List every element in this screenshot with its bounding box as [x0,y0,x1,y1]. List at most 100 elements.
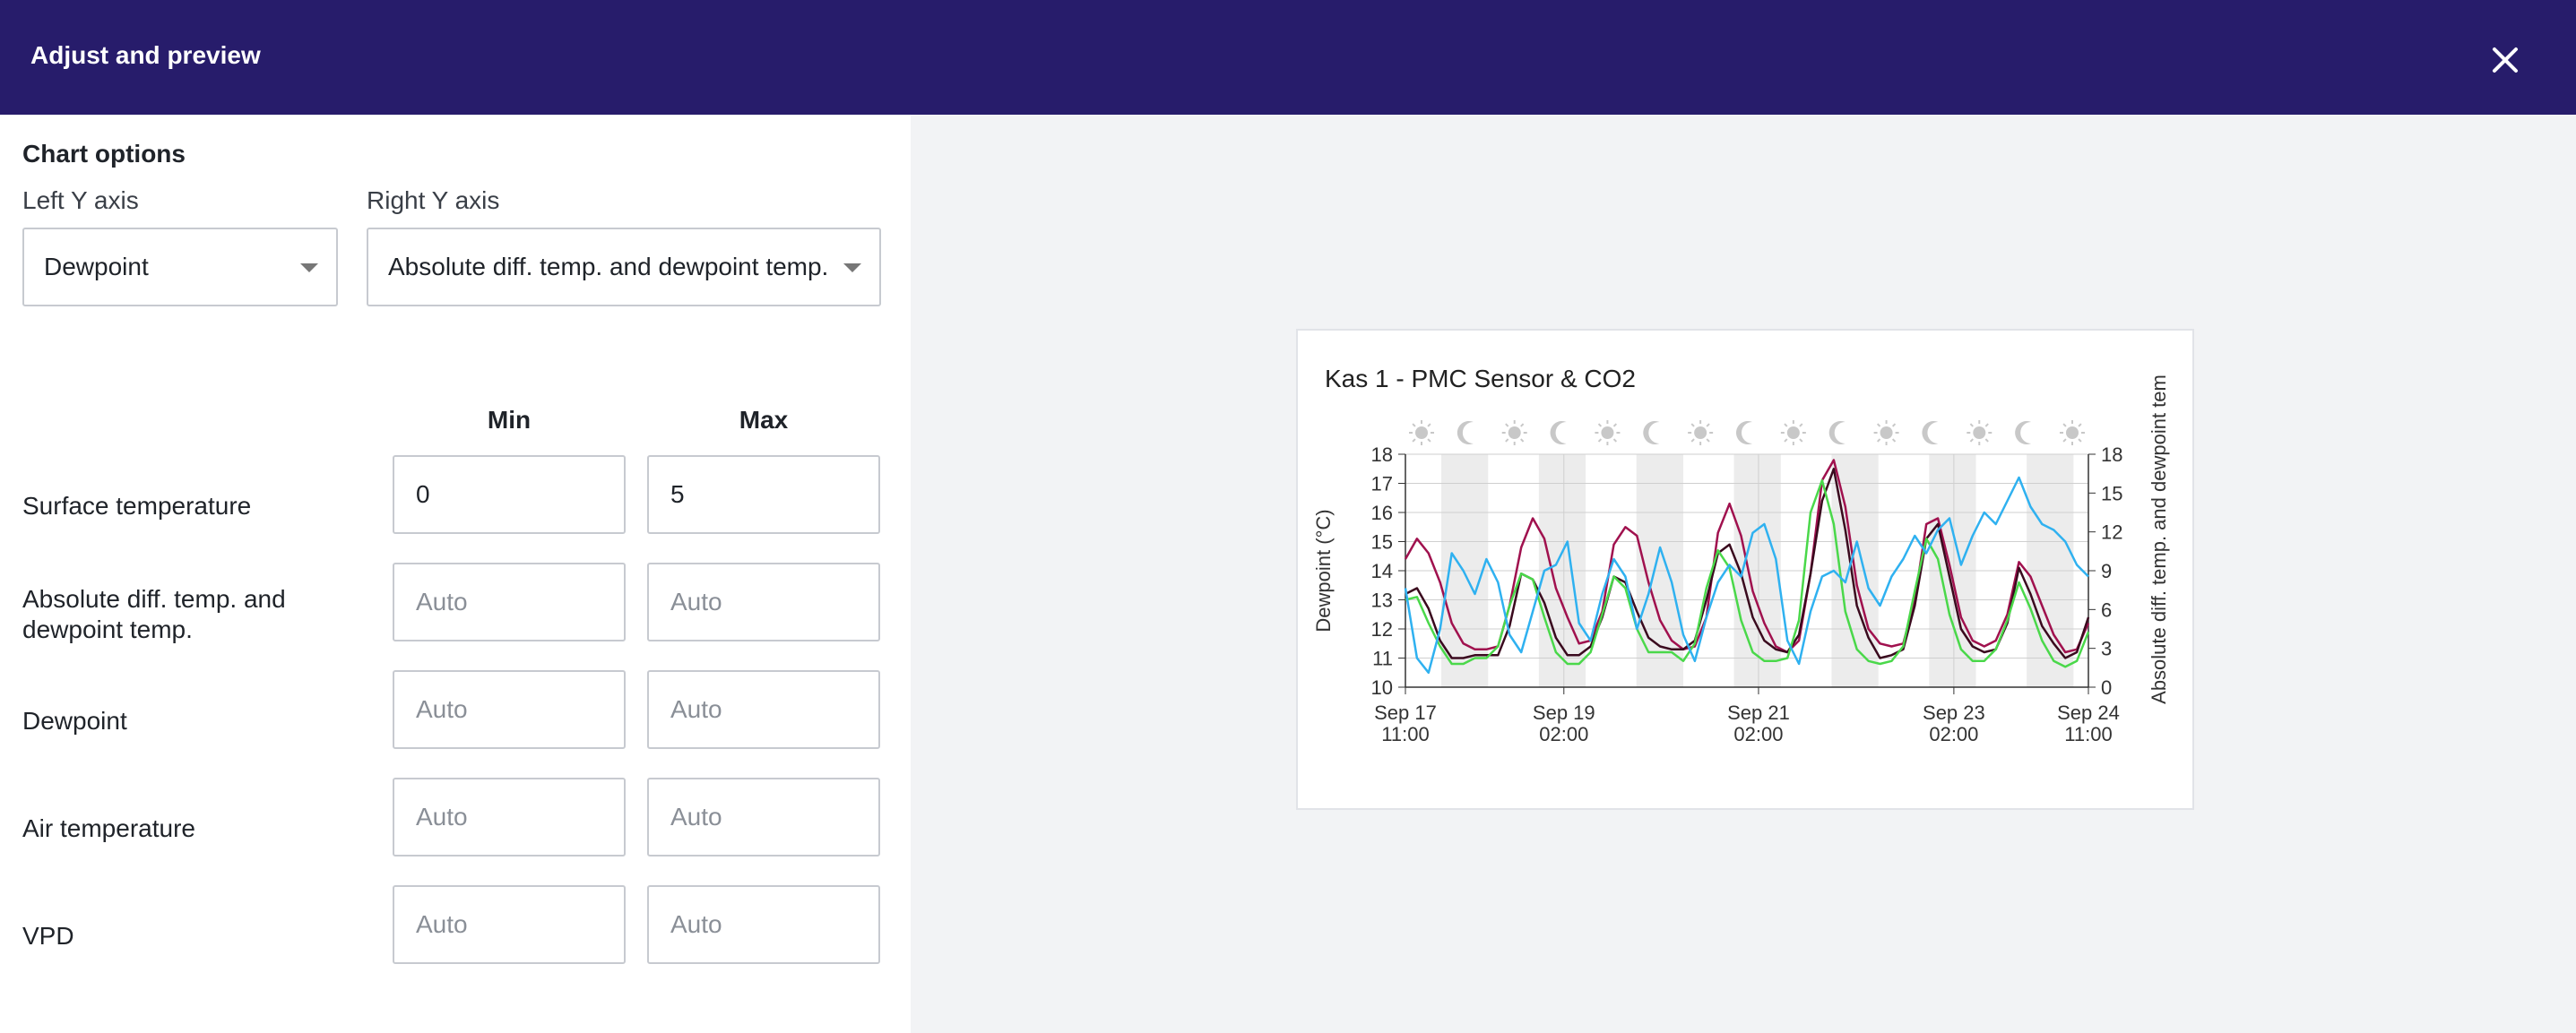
sun-ray [1427,423,1431,427]
moon-icon [1457,421,1474,444]
sun-ray [2078,423,2082,427]
absolute-diff-max-input[interactable] [647,563,880,641]
sun-icon [2066,426,2079,439]
x-tick-label: Sep 23 [1923,702,1985,724]
surface-temperature-max-input[interactable] [647,455,880,534]
x-tick-label: Sep 24 [2057,702,2120,724]
max-column-header: Max [739,406,789,434]
absolute-diff-min-input[interactable] [393,563,626,641]
moon-icon [1922,421,1939,444]
vpd-min-input[interactable] [393,885,626,964]
y2-tick-label: 15 [2101,482,2122,504]
sun-ray [1784,438,1788,443]
left-axis-select[interactable]: Dewpoint [22,228,338,306]
sun-icon [1880,426,1893,439]
dropdown-arrow-icon [300,263,318,272]
y2-axis-title: Absolute diff. temp. and dewpoint tem [2148,374,2170,704]
sun-ray [1612,438,1618,443]
sun-ray [1520,423,1525,427]
sun-ray [1520,438,1525,443]
surface-temperature-min-input[interactable] [393,455,626,534]
row-label-dewpoint: Dewpoint [22,707,127,735]
vpd-max-input[interactable] [647,885,880,964]
row-label-absolute-diff: Absolute diff. temp. and dewpoint temp. [22,585,286,643]
sun-ray [1690,423,1695,427]
sun-ray [1876,423,1881,427]
right-axis-select[interactable]: Absolute diff. temp. and dewpoint temp. [367,228,881,306]
sun-ray [1505,423,1509,427]
dewpoint-max-input[interactable] [647,670,880,749]
moon-icon [1736,421,1752,444]
chart-title: Kas 1 - PMC Sensor & CO2 [1325,365,1637,392]
dropdown-arrow-icon [843,263,861,272]
x-tick-label: 11:00 [1381,723,1429,745]
y-tick-label: 14 [1371,560,1393,582]
chart-preview-card: Kas 1 - PMC Sensor & CO2 10 11 12 13 14 15 16 1… [1296,329,2194,810]
moon-icon [2015,421,2032,444]
row-label-surface-temperature: Surface temperature [22,492,252,520]
sun-ray [1706,423,1710,427]
y-tick-label: 13 [1371,590,1393,612]
sun-ray [1412,423,1416,427]
sun-ray [2062,438,2067,443]
sun-ray [1597,438,1603,443]
moon-icon [1643,421,1660,444]
series-line-2 [1405,478,2090,668]
x-tick-label: Sep 19 [1533,702,1595,724]
y-tick-label: 17 [1371,473,1393,495]
y2-tick-label: 18 [2101,443,2122,466]
series-line-0 [1404,459,2090,654]
row-label-vpd: VPD [22,922,74,950]
sun-ray [1969,423,1974,427]
moon-icon [1550,421,1567,444]
row-label-air-temperature: Air temperature [22,814,195,842]
sun-icon [1694,426,1707,439]
sun-ray [1984,438,1989,443]
section-title: Chart options [22,140,186,168]
y2-tick-label: 9 [2101,560,2112,582]
y2-tick-label: 0 [2101,676,2112,699]
sun-ray [1876,438,1881,443]
x-tick-label: 02:00 [1929,723,1978,745]
y-tick-label: 12 [1371,618,1393,641]
series-line-3 [1404,476,2089,675]
sun-ray [1891,438,1897,443]
sun-icon [1415,426,1428,439]
sun-ray [2078,438,2082,443]
close-icon [2493,47,2518,73]
dialog-header: Adjust and preview [0,0,2576,115]
x-tick-label: 02:00 [1539,723,1588,745]
x-tick-label: Sep 21 [1727,702,1790,724]
y-axis-title: Dewpoint (°C) [1312,509,1335,632]
y-tick-label: 18 [1371,443,1393,466]
sun-ray [1891,423,1897,427]
close-button[interactable] [2483,38,2528,82]
y2-tick-label: 6 [2101,598,2112,621]
sun-icon [1786,426,1800,439]
x-tick-label: Sep 17 [1374,702,1437,724]
sun-icon [1973,426,1986,439]
dewpoint-min-input[interactable] [393,670,626,749]
sun-ray [1427,438,1431,443]
sun-ray [1505,438,1509,443]
left-axis-label: Left Y axis [22,186,139,214]
sun-ray [1784,423,1788,427]
min-column-header: Min [487,406,532,434]
x-tick-label: 11:00 [2064,723,2112,745]
sun-ray [1597,423,1603,427]
dialog-title: Adjust and preview [30,41,261,69]
sun-ray [1969,438,1974,443]
sun-icon [1601,426,1614,439]
air-temperature-max-input[interactable] [647,778,880,857]
moon-icon [1828,421,1846,444]
sun-icon [1508,426,1521,439]
y2-tick-label: 3 [2101,638,2112,660]
air-temperature-min-input[interactable] [393,778,626,857]
sun-ray [1690,438,1695,443]
sun-ray [2062,423,2067,427]
series-line-1 [1405,468,2090,659]
y-tick-label: 10 [1371,676,1393,699]
sun-ray [1706,438,1710,443]
sun-ray [1799,423,1803,427]
sun-ray [1799,438,1803,443]
